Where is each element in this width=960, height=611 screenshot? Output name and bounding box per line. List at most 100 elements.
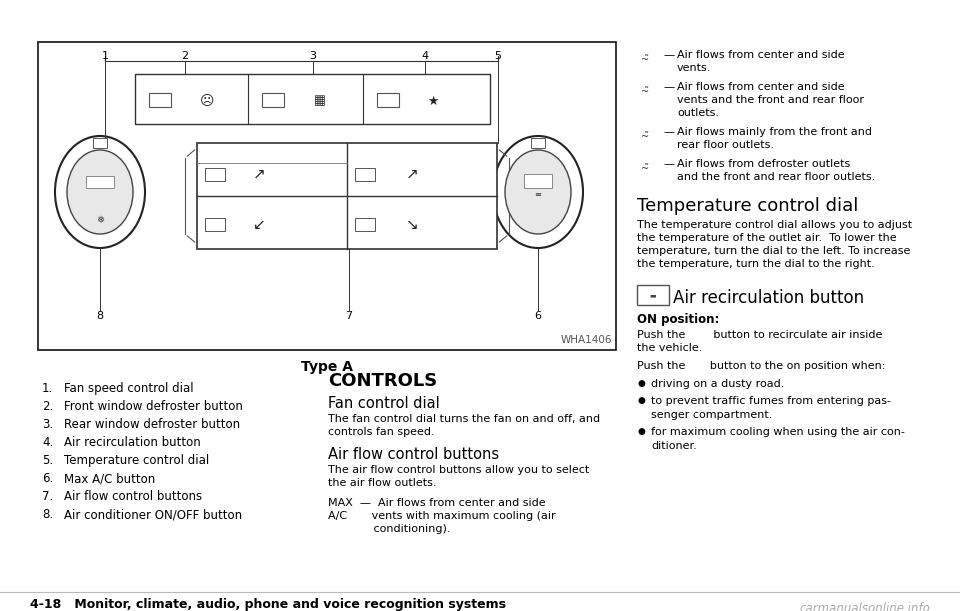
Bar	[524, 174, 552, 188]
Text: ~̃: ~̃	[641, 87, 649, 97]
Text: 6: 6	[535, 311, 541, 321]
Text: CONTROLS: CONTROLS	[328, 372, 437, 390]
Text: ~̃: ~̃	[641, 132, 649, 142]
Bar	[149, 93, 171, 107]
Text: A/C: A/C	[533, 178, 543, 183]
Text: 3: 3	[309, 51, 317, 61]
Bar	[377, 93, 399, 107]
Text: Push the        button to recirculate air inside: Push the button to recirculate air insid…	[637, 330, 882, 340]
Text: 2.: 2.	[42, 400, 53, 413]
Text: ↙: ↙	[252, 217, 265, 232]
Text: 1.: 1.	[42, 382, 53, 395]
Text: 1: 1	[102, 51, 108, 61]
Text: Air conditioner ON/OFF button: Air conditioner ON/OFF button	[64, 508, 242, 521]
Text: 5: 5	[494, 51, 501, 61]
Text: Temperature control dial: Temperature control dial	[64, 454, 209, 467]
Bar	[86, 176, 114, 188]
Text: Max A/C button: Max A/C button	[64, 472, 156, 485]
Text: vents and the front and rear floor: vents and the front and rear floor	[677, 95, 864, 105]
Text: Front window defroster button: Front window defroster button	[64, 400, 243, 413]
Text: ~̃: ~̃	[641, 55, 649, 65]
Text: The fan control dial turns the fan on and off, and: The fan control dial turns the fan on an…	[328, 414, 600, 424]
Text: —: —	[663, 127, 674, 137]
Text: ON position:: ON position:	[637, 313, 719, 326]
Text: for maximum cooling when using the air con-
ditioner.: for maximum cooling when using the air c…	[651, 427, 905, 451]
Text: ▬: ▬	[650, 292, 657, 298]
Bar	[531, 138, 545, 148]
Text: ❅: ❅	[96, 215, 104, 225]
Text: Air flows from center and side: Air flows from center and side	[677, 82, 845, 92]
Bar	[205, 167, 225, 180]
Text: ↗: ↗	[252, 167, 265, 182]
Text: conditioning).: conditioning).	[328, 524, 450, 534]
Text: MAX  —  Air flows from center and side: MAX — Air flows from center and side	[328, 498, 545, 508]
Text: ~̃: ~̃	[641, 164, 649, 174]
Text: temperature, turn the dial to the left. To increase: temperature, turn the dial to the left. …	[637, 246, 910, 256]
Text: Air flow control buttons: Air flow control buttons	[328, 447, 499, 462]
Text: 7: 7	[346, 311, 352, 321]
Text: WHA1406: WHA1406	[561, 335, 612, 345]
Text: the temperature, turn the dial to the right.: the temperature, turn the dial to the ri…	[637, 259, 875, 269]
Ellipse shape	[493, 136, 583, 248]
Bar	[205, 218, 225, 230]
Text: ●: ●	[637, 396, 645, 405]
Text: to prevent traffic fumes from entering pas-
senger compartment.: to prevent traffic fumes from entering p…	[651, 396, 891, 420]
Text: A/C: A/C	[94, 179, 106, 185]
Text: Temperature control dial: Temperature control dial	[637, 197, 858, 215]
Text: —: —	[663, 159, 674, 169]
Text: 3.: 3.	[42, 418, 53, 431]
Text: 8: 8	[96, 311, 104, 321]
Text: —: —	[663, 82, 674, 92]
Text: ★: ★	[427, 95, 439, 108]
Text: Air flows from center and side: Air flows from center and side	[677, 50, 845, 60]
Text: 6.: 6.	[42, 472, 53, 485]
Text: the air flow outlets.: the air flow outlets.	[328, 478, 437, 488]
Bar	[355, 218, 375, 230]
Bar	[637, 285, 669, 305]
Text: A/C       vents with maximum cooling (air: A/C vents with maximum cooling (air	[328, 511, 556, 521]
Text: and the front and rear floor outlets.: and the front and rear floor outlets.	[677, 172, 876, 182]
Text: ≡: ≡	[535, 189, 541, 199]
Bar	[355, 167, 375, 180]
Text: ▦: ▦	[314, 95, 325, 108]
Text: vents.: vents.	[677, 63, 711, 73]
Text: 4-18   Monitor, climate, audio, phone and voice recognition systems: 4-18 Monitor, climate, audio, phone and …	[30, 598, 506, 611]
Text: ↘: ↘	[406, 217, 419, 232]
Text: driving on a dusty road.: driving on a dusty road.	[651, 379, 784, 389]
Text: Air flow control buttons: Air flow control buttons	[64, 490, 203, 503]
Text: ☹: ☹	[200, 94, 214, 108]
Text: outlets.: outlets.	[677, 108, 719, 118]
Text: 4: 4	[421, 51, 428, 61]
Text: —: —	[663, 50, 674, 60]
Text: 7.: 7.	[42, 490, 53, 503]
Text: 2: 2	[181, 51, 188, 61]
Text: the temperature of the outlet air.  To lower the: the temperature of the outlet air. To lo…	[637, 233, 897, 243]
Text: Air recirculation button: Air recirculation button	[64, 436, 201, 449]
Bar	[197, 143, 497, 249]
Text: Fan speed control dial: Fan speed control dial	[64, 382, 194, 395]
Ellipse shape	[67, 150, 133, 234]
Text: Air flows mainly from the front and: Air flows mainly from the front and	[677, 127, 872, 137]
Text: 5.: 5.	[42, 454, 53, 467]
Text: controls fan speed.: controls fan speed.	[328, 427, 435, 437]
Bar	[262, 93, 284, 107]
Bar	[93, 138, 107, 148]
Text: ●: ●	[637, 379, 645, 388]
Bar	[135, 74, 490, 124]
Text: The air flow control buttons allow you to select: The air flow control buttons allow you t…	[328, 465, 589, 475]
Text: ↗: ↗	[406, 167, 419, 182]
Bar	[38, 42, 616, 350]
Text: carmanualsonline.info: carmanualsonline.info	[799, 602, 930, 611]
Ellipse shape	[55, 136, 145, 248]
Text: rear floor outlets.: rear floor outlets.	[677, 140, 774, 150]
Text: The temperature control dial allows you to adjust: The temperature control dial allows you …	[637, 220, 912, 230]
Text: 4.: 4.	[42, 436, 53, 449]
Ellipse shape	[505, 150, 571, 234]
Text: ●: ●	[637, 427, 645, 436]
Text: Air recirculation button: Air recirculation button	[673, 289, 864, 307]
Text: 8.: 8.	[42, 508, 53, 521]
Text: Rear window defroster button: Rear window defroster button	[64, 418, 240, 431]
Text: Type A: Type A	[301, 360, 353, 374]
Text: the vehicle.: the vehicle.	[637, 343, 703, 353]
Text: Air flows from defroster outlets: Air flows from defroster outlets	[677, 159, 851, 169]
